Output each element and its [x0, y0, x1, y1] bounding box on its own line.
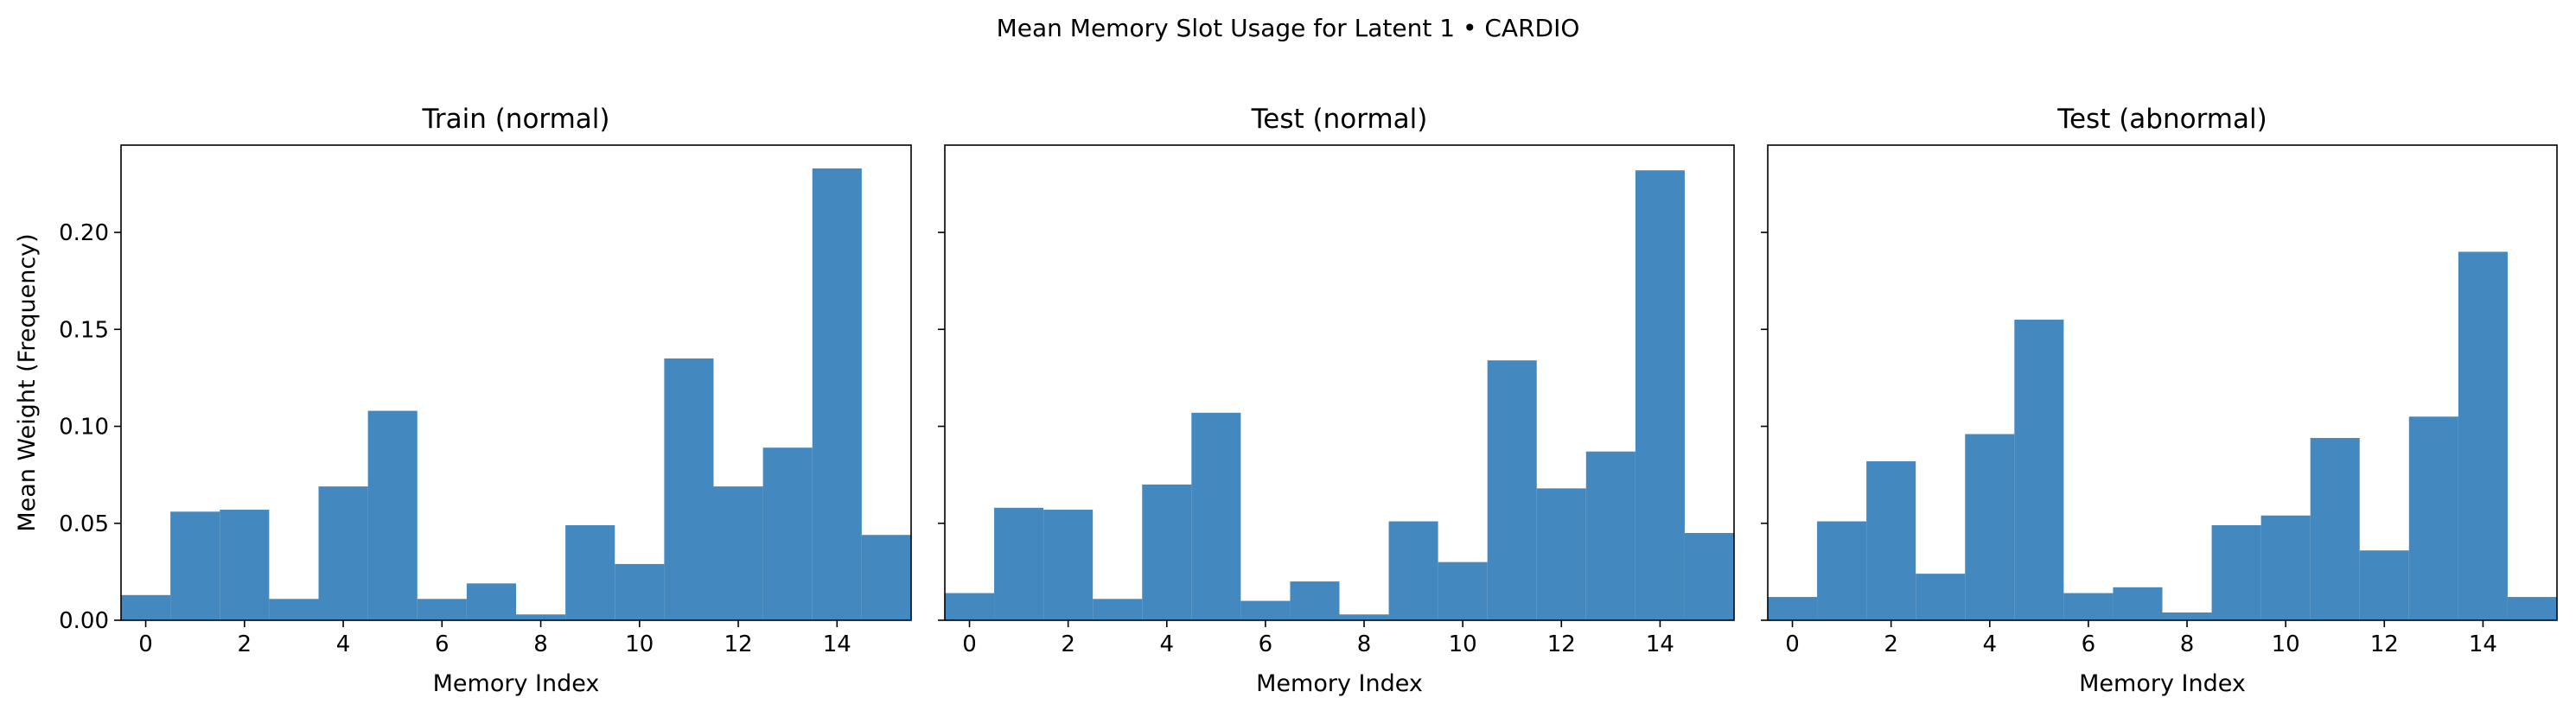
bar [812, 168, 862, 620]
bar [2063, 593, 2114, 620]
bar [2310, 437, 2360, 620]
bar [417, 599, 467, 620]
bar [2162, 612, 2212, 620]
axes-frame [1767, 144, 2558, 621]
bar [1635, 170, 1685, 621]
x-tick-label: 12 [1547, 631, 1576, 657]
bar [762, 447, 813, 620]
x-tick-label: 0 [1785, 631, 1800, 657]
x-tick-label: 4 [1983, 631, 1998, 657]
y-axis-label: Mean Weight (Frequency) [14, 233, 41, 531]
x-tick-label: 10 [625, 631, 654, 657]
x-tick-label: 6 [1259, 631, 1273, 657]
bar [1768, 597, 1818, 620]
bar [220, 510, 270, 620]
bar [1290, 581, 1340, 620]
bar [565, 525, 615, 620]
bar [664, 358, 714, 620]
bar [713, 486, 763, 620]
panel-title: Train (normal) [421, 104, 609, 135]
bar [1142, 484, 1192, 620]
y-tick-label: 0.15 [59, 317, 109, 343]
figure-title: Mean Memory Slot Usage for Latent 1 • CA… [997, 14, 1580, 42]
bar [1438, 562, 1488, 620]
x-tick-label: 14 [823, 631, 851, 657]
x-tick-label: 4 [336, 631, 351, 657]
x-tick-label: 2 [238, 631, 252, 657]
bar [1965, 434, 2015, 620]
bar [1093, 599, 1143, 620]
bar [2507, 597, 2557, 620]
y-tick-label: 0.05 [59, 511, 109, 537]
bar [2014, 320, 2064, 620]
x-tick-label: 6 [435, 631, 450, 657]
bar [2113, 587, 2163, 620]
chart-panel-3: 0 2 4 6 8 10 12 14 Test (abnormal) Memory Index [1761, 104, 2558, 697]
x-tick-label: 14 [2469, 631, 2497, 657]
y-tick-label: 0.00 [59, 608, 109, 634]
bar [367, 410, 418, 620]
bar [2458, 251, 2508, 620]
bar [945, 593, 995, 620]
x-tick-label: 14 [1646, 631, 1674, 657]
bar [2359, 550, 2409, 620]
bar [2408, 416, 2458, 620]
x-axis-label: Memory Index [1256, 670, 1423, 697]
bar [318, 486, 368, 620]
bar [1916, 574, 1966, 620]
x-tick-label: 2 [1884, 631, 1898, 657]
bar [1585, 451, 1636, 620]
chart-panel-2: 0 2 4 6 8 10 12 14 Test (normal) Memory Index [938, 104, 1735, 697]
x-tick-label: 8 [1357, 631, 1372, 657]
chart-panel-1: 0 2 4 6 8 10 12 14 0.00 0.05 0.10 0.15 0.20 Train (no… [14, 104, 912, 697]
bar [1388, 521, 1438, 620]
bar [1684, 532, 1734, 620]
y-tick-label: 0.10 [59, 415, 109, 441]
x-tick-label: 10 [2272, 631, 2300, 657]
x-tick-label: 4 [1160, 631, 1175, 657]
bar [269, 599, 319, 620]
bar [1191, 412, 1241, 620]
bar [1866, 460, 1916, 620]
panel-title: Test (abnormal) [2056, 104, 2267, 135]
x-tick-label: 12 [2370, 631, 2399, 657]
bar [2260, 515, 2311, 620]
bar [1043, 510, 1094, 620]
x-tick-label: 6 [2082, 631, 2096, 657]
axes-frame [944, 144, 1735, 621]
bar [2211, 525, 2261, 620]
x-tick-label: 8 [533, 631, 548, 657]
y-tick-label: 0.20 [59, 220, 109, 246]
x-tick-label: 8 [2180, 631, 2195, 657]
x-tick-label: 0 [138, 631, 153, 657]
x-tick-label: 12 [724, 631, 753, 657]
x-tick-label: 0 [962, 631, 977, 657]
bar [1487, 360, 1537, 620]
bar [1536, 488, 1586, 620]
x-tick-label: 10 [1449, 631, 1477, 657]
bar [121, 594, 171, 620]
panel-title: Test (normal) [1251, 104, 1428, 135]
bar [170, 511, 220, 620]
bar [466, 583, 516, 620]
bar [994, 507, 1044, 620]
bar [861, 535, 911, 620]
bar [1817, 521, 1867, 620]
x-axis-label: Memory Index [433, 670, 600, 697]
bar [1240, 600, 1291, 620]
bar [615, 563, 665, 620]
x-tick-label: 2 [1061, 631, 1075, 657]
bar [516, 614, 566, 620]
x-axis-label: Memory Index [2079, 670, 2246, 697]
axes-frame [120, 144, 912, 621]
bar [1339, 614, 1389, 620]
